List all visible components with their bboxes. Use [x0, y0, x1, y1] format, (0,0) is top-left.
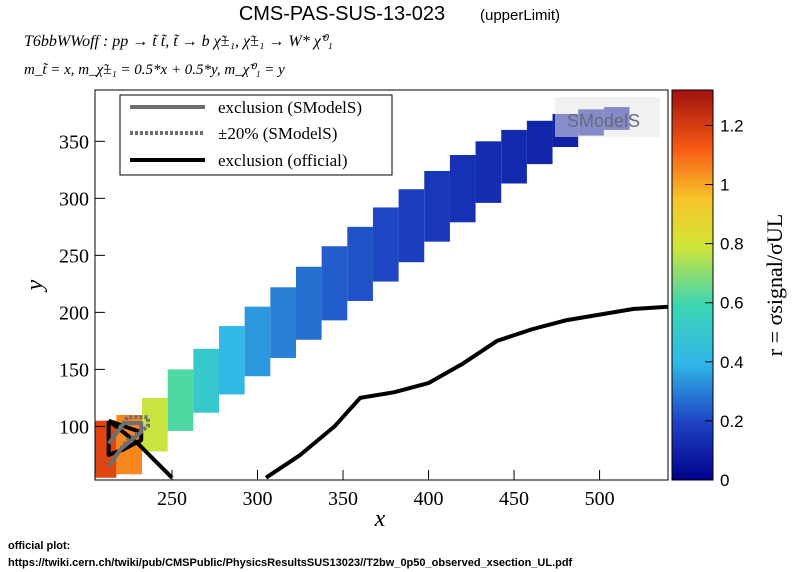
z-tick-label-4: 0.8 — [720, 235, 744, 254]
heatmap-cell-0 — [95, 420, 117, 478]
x-axis: 250 300 350 400 450 500 — [157, 470, 615, 510]
heatmap-cell-16 — [501, 129, 527, 184]
y-tick-label-3: 250 — [59, 245, 89, 267]
heatmap-cell-11 — [372, 207, 399, 282]
x-tick-label-4: 450 — [499, 488, 529, 510]
heatmap-cell-4 — [193, 348, 220, 413]
x-tick-label-0: 250 — [157, 488, 187, 510]
footer-url[interactable]: https://twiki.cern.ch/twiki/pub/CMSPubli… — [8, 557, 573, 569]
color-bar — [671, 89, 714, 481]
process-label: T6bbWWoff : pp → t̃ t̃, t̃ → b χ̃±₁, χ̃±… — [24, 33, 333, 50]
legend-entry-exclusion-official: exclusion (official) — [218, 151, 348, 170]
heatmap-cell-9 — [321, 246, 348, 321]
heatmap-cell-14 — [449, 155, 476, 223]
heatmap-cell-6 — [244, 306, 271, 377]
heatmap-cell-5 — [219, 326, 245, 395]
logo-text: SModelS — [567, 111, 640, 131]
heatmap-cell-13 — [424, 170, 450, 242]
mass-label: m_t̃ = x, m_χ̃±₁ = 0.5*x + 0.5*y, m_χ̃⁰₁… — [24, 62, 285, 78]
exclusion-curves — [106, 304, 669, 480]
smodels-logo: SModelS — [555, 97, 660, 137]
y-axis-label: y — [22, 279, 48, 292]
z-tick-label-1: 0.2 — [720, 412, 744, 431]
z-tick-label-6: 1.2 — [720, 116, 744, 135]
chart-title-tag: (upperLimit) — [480, 7, 560, 24]
z-tick-label-3: 0.6 — [720, 294, 744, 313]
x-tick-label-2: 350 — [328, 488, 358, 510]
curve-0 — [106, 418, 144, 457]
x-tick-label-3: 400 — [414, 488, 444, 510]
legend-entry-20pct-smodels: ±20% (SModelS) — [218, 124, 337, 143]
heatmap-cell-17 — [526, 120, 553, 165]
heatmap-cell-7 — [270, 287, 296, 358]
footer-label: official plot: — [8, 540, 70, 552]
curve-2 — [264, 304, 669, 480]
y-tick-label-0: 100 — [59, 416, 89, 438]
heatmap-cell-8 — [295, 266, 322, 340]
z-tick-label-5: 1 — [720, 176, 729, 195]
y-tick-label-4: 300 — [59, 188, 89, 210]
heatmap-cell-15 — [475, 141, 502, 203]
y-tick-label-5: 350 — [59, 131, 89, 153]
z-tick-label-2: 0.4 — [720, 353, 744, 372]
legend: exclusion (SModelS) ±20% (SModelS) exclu… — [119, 94, 393, 176]
x-axis-label: x — [374, 506, 386, 532]
heatmap-cell-10 — [347, 226, 373, 301]
plot-frame — [94, 89, 669, 481]
z-tick-label-0: 0 — [720, 471, 729, 490]
heatmap-cells — [95, 107, 630, 478]
x-tick-label-1: 300 — [242, 488, 272, 510]
y-tick-label-2: 200 — [59, 302, 89, 324]
curve-4 — [110, 415, 150, 462]
color-bar-axis: 0 0.2 0.4 0.6 0.8 1 1.2 — [705, 116, 744, 490]
heatmap-cell-12 — [398, 189, 425, 263]
heatmap-cell-3 — [167, 369, 194, 431]
heatmap-cell-2 — [142, 397, 168, 452]
x-tick-label-5: 500 — [585, 488, 615, 510]
chart-title: CMS-PAS-SUS-13-023 — [239, 3, 445, 25]
color-bar-label: r = σsignal/σUL — [762, 214, 787, 356]
y-tick-label-1: 150 — [59, 359, 89, 381]
legend-entry-exclusion-smodels: exclusion (SModelS) — [218, 98, 362, 117]
y-axis: 100 150 200 250 300 350 — [59, 131, 105, 438]
